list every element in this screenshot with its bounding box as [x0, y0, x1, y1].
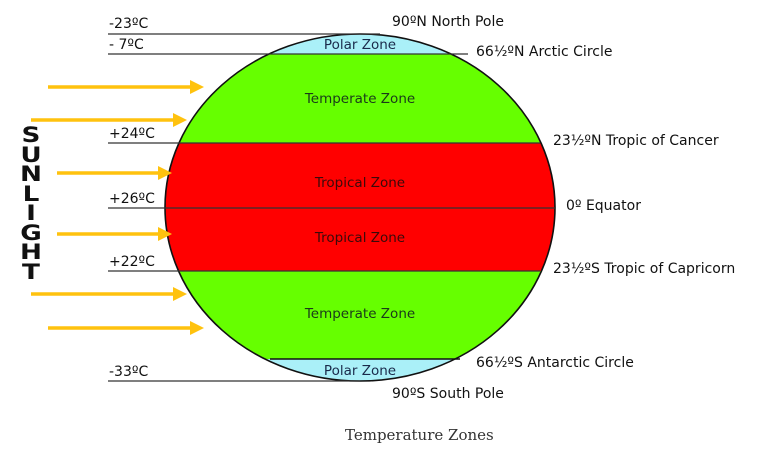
sunlight-letter: G	[20, 220, 42, 245]
lat-tropic-capricorn: 23½ºS Tropic of Capricorn	[553, 261, 736, 277]
sunlight-label: S U N L I G H T	[18, 125, 44, 282]
zone-label-tropical-south: Tropical Zone	[314, 230, 406, 246]
zone-label-polar-north: Polar Zone	[323, 37, 397, 53]
temp-tropic-capricorn: +22ºC	[109, 254, 155, 270]
sunlight-letter: T	[22, 259, 40, 284]
lat-north-pole: 90ºN North Pole	[392, 14, 504, 30]
temp-arctic-circle: - 7ºC	[109, 37, 144, 53]
lat-south-pole: 90ºS South Pole	[392, 386, 504, 402]
temp-south-pole: -33ºC	[109, 364, 149, 380]
zone-label-temperate-north: Temperate Zone	[304, 91, 416, 107]
sunlight-letter: N	[20, 162, 42, 186]
sunlight-letter: L	[22, 181, 40, 206]
tropical-zone-fill	[165, 143, 555, 271]
temp-tropic-cancer: +24ºC	[109, 126, 155, 142]
sunlight-letter: H	[20, 240, 42, 264]
temp-north-pole: -23ºC	[109, 16, 149, 32]
sunlight-letter: S	[21, 123, 41, 147]
lat-equator: 0º Equator	[566, 198, 641, 214]
sunlight-letter: U	[20, 142, 42, 167]
zone-label-temperate-south: Temperate Zone	[304, 306, 416, 322]
temp-equator: +26ºC	[109, 191, 155, 207]
figure-caption: Temperature Zones	[345, 426, 494, 444]
lat-tropic-cancer: 23½ºN Tropic of Cancer	[553, 133, 719, 149]
zone-label-tropical-north: Tropical Zone	[314, 175, 406, 191]
sunlight-arrows	[31, 80, 204, 335]
zone-label-polar-south: Polar Zone	[323, 363, 397, 379]
lat-antarctic-circle: 66½ºS Antarctic Circle	[476, 355, 634, 371]
lat-arctic-circle: 66½ºN Arctic Circle	[476, 44, 613, 60]
sunlight-letter: I	[26, 201, 36, 225]
